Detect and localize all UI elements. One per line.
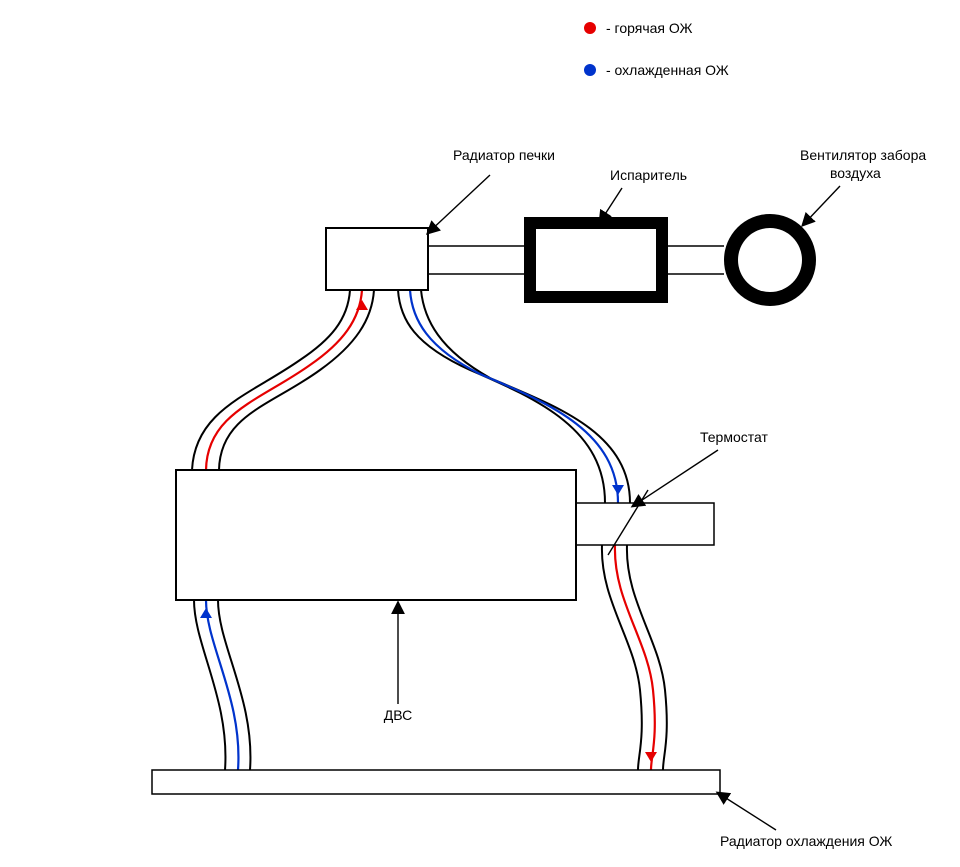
- engine-block: [176, 470, 576, 600]
- label-text-2: Вентилятор забора: [800, 147, 926, 163]
- label-text-4: ДВС: [384, 707, 412, 723]
- label-text-1: Испаритель: [610, 167, 687, 183]
- heater-radiator: [326, 228, 428, 290]
- coolant-radiator: [152, 770, 720, 794]
- legend-dot-cold: [584, 64, 596, 76]
- label-text-2-line2: воздуха: [830, 165, 881, 181]
- evaporator: [530, 223, 662, 297]
- thermostat-housing: [576, 503, 714, 545]
- label-text-3: Термостат: [700, 429, 768, 445]
- fan-ring-inner: [738, 228, 802, 292]
- label-text-5: Радиатор охлаждения ОЖ: [720, 833, 892, 849]
- canvas-bg: [0, 0, 960, 867]
- label-text-0: Радиатор печки: [453, 147, 555, 163]
- legend-dot-hot: [584, 22, 596, 34]
- legend-label-cold: - охлажденная ОЖ: [606, 62, 729, 78]
- legend-label-hot: - горячая ОЖ: [606, 20, 692, 36]
